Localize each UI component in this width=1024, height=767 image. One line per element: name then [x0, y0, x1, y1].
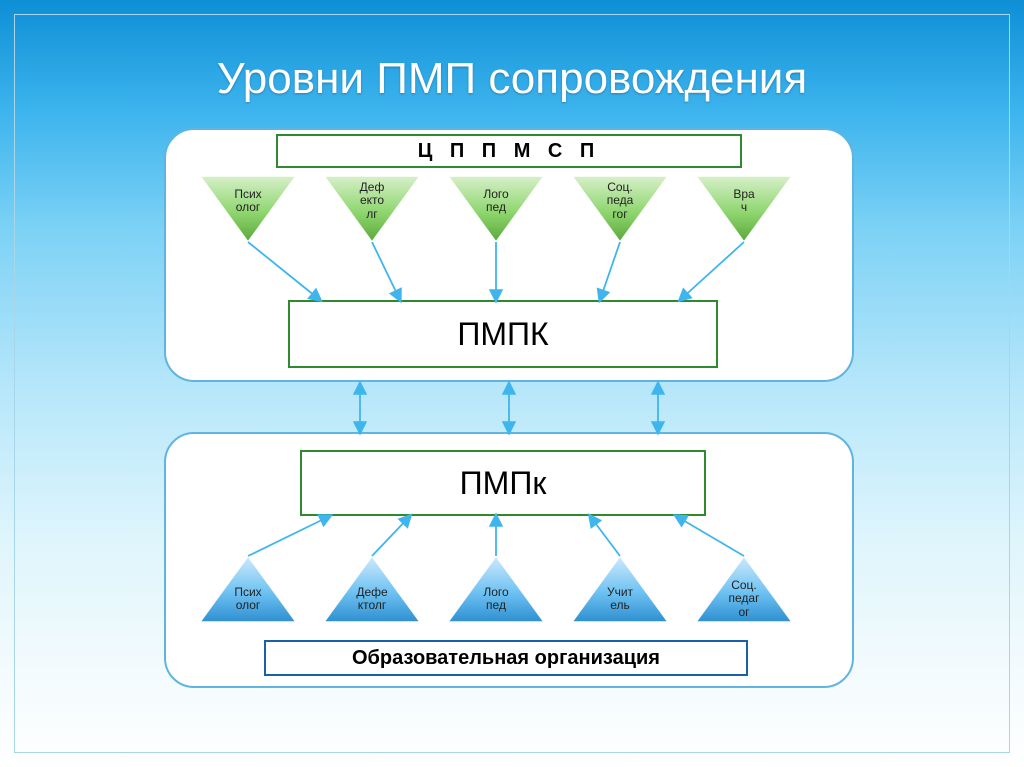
bot-triangle-2-label: Логопед	[479, 586, 512, 612]
top-triangle-2-label: Логопед	[479, 188, 512, 214]
top-header-box: Ц П П М С П	[276, 134, 742, 168]
bot-triangle-4-label: Соц.педагог	[725, 579, 764, 619]
top-center-box: ПМПК	[288, 300, 718, 368]
bot-triangle-0-label: Психолог	[230, 586, 265, 612]
bot-triangle-3: Учитель	[572, 556, 668, 622]
top-triangle-4-label: Врач	[729, 188, 758, 214]
top-triangle-4: Врач	[696, 176, 792, 242]
slide-title: Уровни ПМП сопровождения	[0, 54, 1024, 104]
bot-triangle-1-label: Дефектолг	[352, 586, 391, 612]
bottom-footer-label: Образовательная организация	[352, 647, 660, 670]
bottom-center-box: ПМПк	[300, 450, 706, 516]
top-triangle-0: Психолог	[200, 176, 296, 242]
top-triangle-2: Логопед	[448, 176, 544, 242]
top-triangle-0-label: Психолог	[230, 188, 265, 214]
bot-triangle-2: Логопед	[448, 556, 544, 622]
bot-triangle-3-label: Учитель	[603, 586, 637, 612]
top-triangle-1: Дефектолг	[324, 176, 420, 242]
top-triangle-3: Соц.педагог	[572, 176, 668, 242]
top-header-label: Ц П П М С П	[418, 140, 601, 163]
bottom-footer-box: Образовательная организация	[264, 640, 748, 676]
top-center-label: ПМПК	[457, 316, 548, 353]
bot-triangle-4: Соц.педагог	[696, 556, 792, 622]
bot-triangle-1: Дефектолг	[324, 556, 420, 622]
bot-triangle-0: Психолог	[200, 556, 296, 622]
top-triangle-3-label: Соц.педагог	[603, 181, 638, 221]
top-triangle-1-label: Дефектолг	[356, 181, 389, 221]
bottom-center-label: ПМПк	[460, 465, 547, 502]
